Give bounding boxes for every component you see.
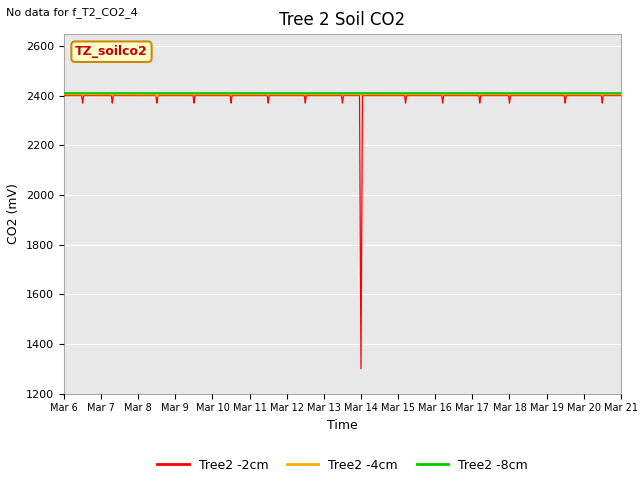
Title: Tree 2 Soil CO2: Tree 2 Soil CO2 [279,11,406,29]
Legend: Tree2 -2cm, Tree2 -4cm, Tree2 -8cm: Tree2 -2cm, Tree2 -4cm, Tree2 -8cm [152,454,532,477]
X-axis label: Time: Time [327,419,358,432]
Text: No data for f_T2_CO2_4: No data for f_T2_CO2_4 [6,7,138,18]
Y-axis label: CO2 (mV): CO2 (mV) [8,183,20,244]
Text: TZ_soilco2: TZ_soilco2 [75,45,148,58]
